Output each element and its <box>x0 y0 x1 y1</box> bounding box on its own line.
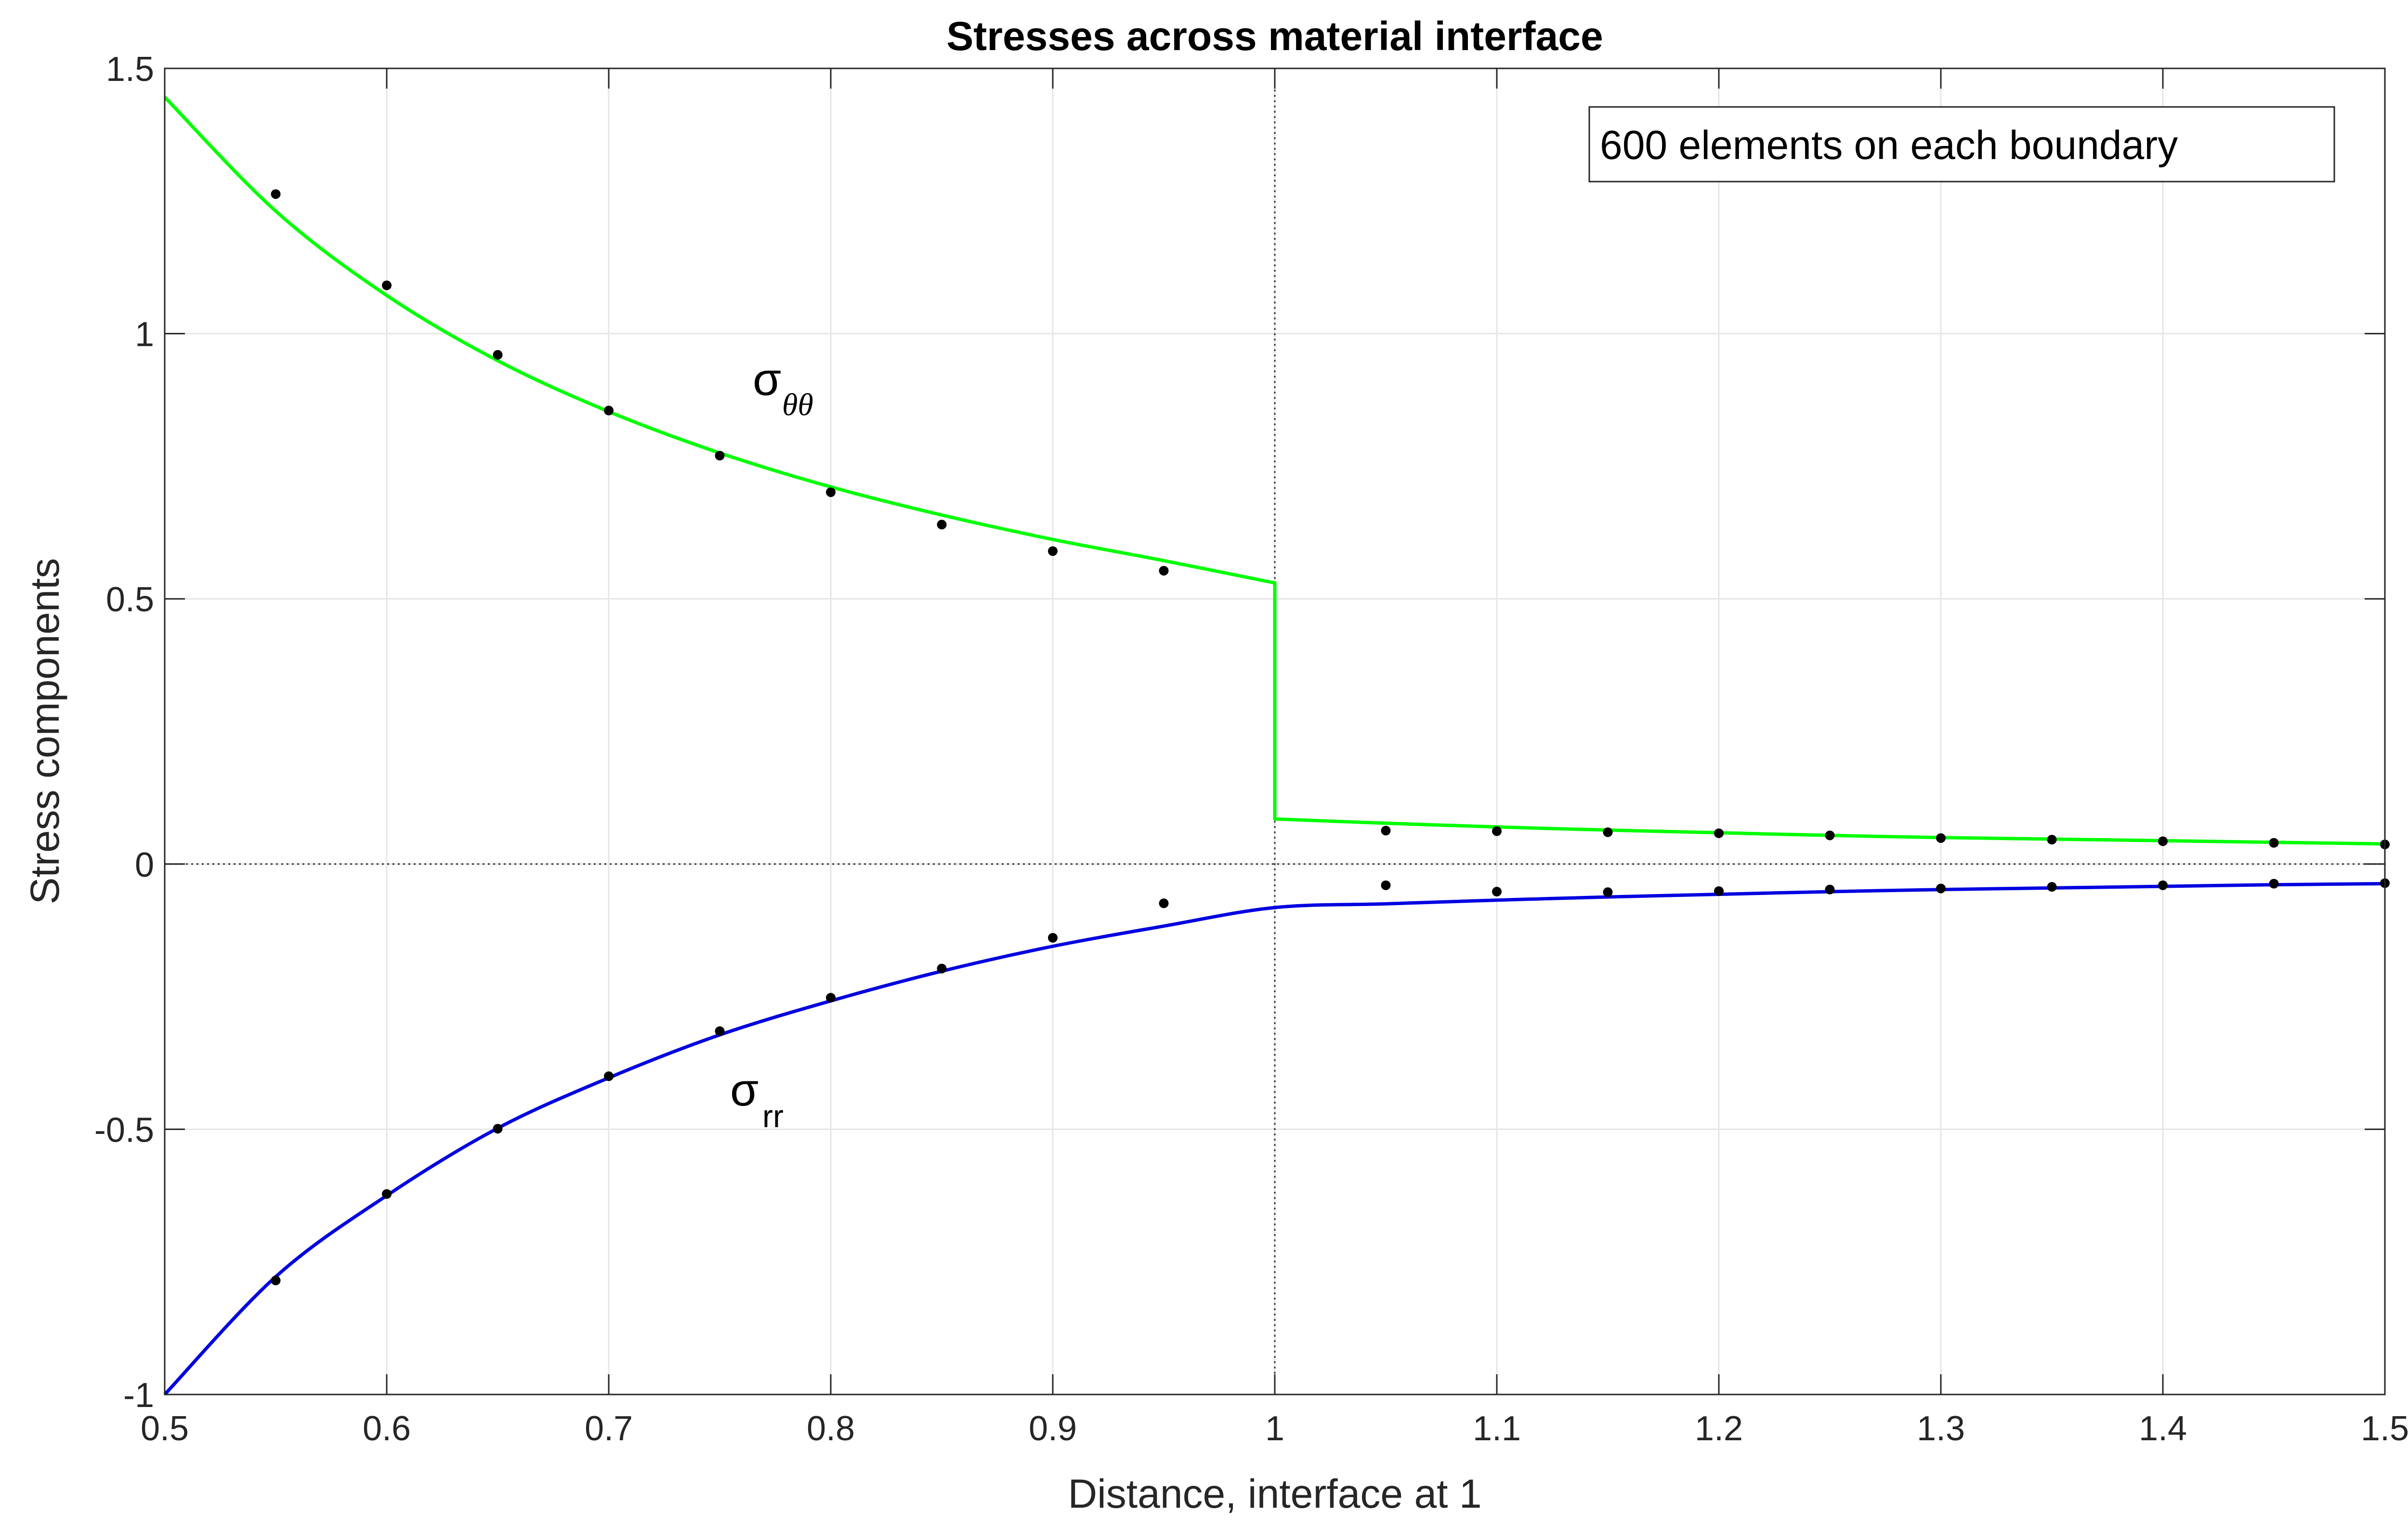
series-label-sigma-rr: σ rr <box>730 1064 784 1134</box>
y-tick-labels: -1 -0.5 0 0.5 1 1.5 <box>94 50 154 1415</box>
data-point-sigma-rr-points <box>715 1026 725 1036</box>
data-point-sigma-rr-points <box>1936 883 1946 894</box>
x-tick-labels: 0.5 0.6 0.7 0.8 0.9 1 1.1 1.2 1.3 1.4 1.5 <box>141 1409 2408 1448</box>
data-point-sigma-rr-points <box>493 1124 503 1134</box>
data-point-sigma-theta-theta-points <box>1159 566 1169 576</box>
x-tick-label: 0.5 <box>141 1409 189 1448</box>
series-layer <box>163 96 2385 1396</box>
data-point-sigma-theta-theta-points <box>2158 836 2168 846</box>
data-point-sigma-rr-points <box>2047 882 2057 892</box>
y-tick-label: -0.5 <box>94 1111 154 1149</box>
data-point-sigma-theta-theta-points <box>1603 827 1613 837</box>
data-point-sigma-rr-points <box>604 1071 614 1081</box>
chart-title: Stresses across material interface <box>946 13 1603 59</box>
data-point-sigma-rr-points <box>826 993 836 1003</box>
y-tick-label: -1 <box>123 1376 154 1415</box>
series-line-sigma-theta-theta <box>163 96 2385 846</box>
x-tick-label: 1.1 <box>1473 1409 1521 1448</box>
y-tick-label: 1.5 <box>106 50 154 89</box>
x-tick-label: 0.9 <box>1029 1409 1077 1448</box>
data-point-sigma-rr-points <box>1825 884 1835 894</box>
data-point-sigma-theta-theta-points <box>1936 833 1946 843</box>
data-point-sigma-theta-theta-points <box>1381 826 1391 836</box>
data-point-sigma-theta-theta-points <box>604 406 614 416</box>
x-tick-label: 1.5 <box>2361 1409 2408 1448</box>
data-point-sigma-theta-theta-points <box>1714 828 1724 838</box>
annotation-text: 600 elements on each boundary <box>1600 122 2178 168</box>
data-point-sigma-rr-points <box>271 1276 281 1286</box>
data-point-sigma-theta-theta-points <box>826 487 836 497</box>
sigma-theta-label-main: σ <box>753 354 781 405</box>
sigma-rr-label-sub: rr <box>762 1098 784 1134</box>
y-tick-label: 1 <box>135 316 154 354</box>
data-point-sigma-theta-theta-points <box>2269 838 2279 848</box>
data-point-sigma-theta-theta-points <box>937 520 947 530</box>
annotation-box-frame <box>1588 106 2335 183</box>
data-point-sigma-rr-points <box>1603 887 1613 897</box>
annotation-box: 600 elements on each boundary <box>1588 106 2335 183</box>
x-tick-label: 1 <box>1265 1409 1284 1448</box>
x-tick-label: 0.8 <box>807 1409 855 1448</box>
y-axis-title: Stress components <box>22 558 67 904</box>
series-label-sigma-theta-theta: σ θθ <box>753 354 813 422</box>
x-axis-title: Distance, interface at 1 <box>1068 1471 1481 1516</box>
data-point-sigma-rr-points <box>2158 880 2168 890</box>
x-tick-label: 0.7 <box>585 1409 633 1448</box>
x-tick-label: 1.4 <box>2139 1409 2187 1448</box>
series-line-sigma-rr <box>163 882 2385 1396</box>
data-point-sigma-theta-theta-points <box>1048 546 1058 556</box>
sigma-rr-label-main: σ <box>730 1064 759 1116</box>
data-point-sigma-rr-points <box>937 963 947 973</box>
data-point-sigma-rr-points <box>1159 898 1169 908</box>
data-point-sigma-rr-points <box>1048 933 1058 943</box>
x-tick-label: 1.2 <box>1695 1409 1743 1448</box>
data-point-sigma-theta-theta-points <box>715 450 725 460</box>
plot-frame <box>164 67 2386 1395</box>
data-point-sigma-theta-theta-points <box>271 189 281 199</box>
data-point-sigma-rr-points <box>1492 887 1502 897</box>
sigma-theta-label-sub: θθ <box>782 387 813 422</box>
x-tick-label: 0.6 <box>363 1409 411 1448</box>
data-point-sigma-rr-points <box>2269 879 2279 889</box>
x-tick-label: 1.3 <box>1917 1409 1965 1448</box>
data-point-sigma-theta-theta-points <box>382 280 392 290</box>
y-tick-label: 0 <box>135 846 154 884</box>
data-point-sigma-rr-points <box>1714 886 1724 896</box>
data-point-sigma-theta-theta-points <box>493 350 503 360</box>
data-point-sigma-theta-theta-points <box>1825 830 1835 841</box>
tick-marks <box>164 67 2386 1395</box>
y-tick-label: 0.5 <box>106 580 154 619</box>
data-point-sigma-theta-theta-points <box>1492 826 1502 836</box>
data-point-sigma-theta-theta-points <box>2047 835 2057 845</box>
data-point-sigma-rr-points <box>1381 880 1391 890</box>
data-point-sigma-rr-points <box>382 1189 392 1199</box>
